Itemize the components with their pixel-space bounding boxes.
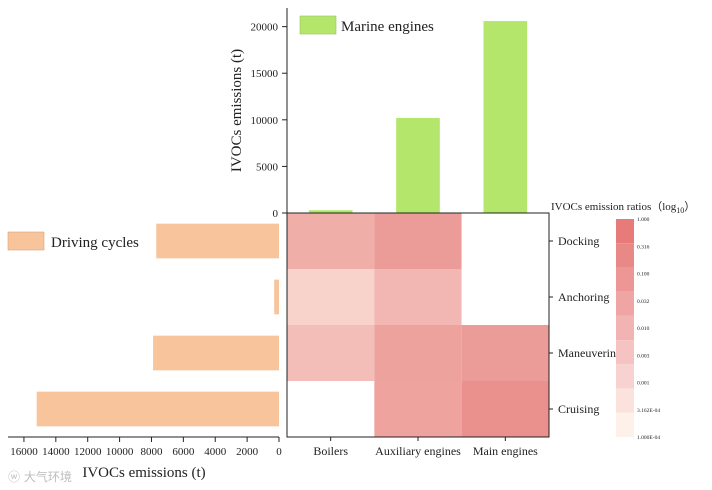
colorbar-tick-label-2: 0.100 xyxy=(637,272,650,278)
colorbar-block-8 xyxy=(616,412,634,437)
top-y-tick-label-4: 20000 xyxy=(251,22,279,34)
heat-y-label-1: Anchoring xyxy=(558,290,609,304)
left-x-tick-label-0: 16000 xyxy=(10,446,38,458)
heat-cell-r2-c2 xyxy=(374,269,462,325)
heat-y-label-0: Docking xyxy=(558,234,599,248)
heat-x-label-0: Boilers xyxy=(313,444,348,458)
heat-y-label-2: Maneuverin xyxy=(558,346,616,360)
colorbar-tick-label-3: 0.032 xyxy=(637,299,650,305)
driving-cycles-legend-swatch xyxy=(7,231,45,251)
heat-cell-r1-c1 xyxy=(287,213,375,269)
driving-cycles-legend-label: Driving cycles xyxy=(51,235,139,251)
colorbar-block-0 xyxy=(616,219,634,244)
colorbar-block-5 xyxy=(616,340,634,365)
left-x-tick-label-7: 2000 xyxy=(236,446,259,458)
left-x-tick-label-3: 10000 xyxy=(106,446,134,458)
colorbar-block-1 xyxy=(616,243,634,268)
colorbar-block-6 xyxy=(616,364,634,389)
cycle-bar-1 xyxy=(156,223,279,259)
colorbar-tick-label-6: 0.001 xyxy=(637,381,650,387)
heat-cell-r4-c3 xyxy=(461,381,549,437)
colorbar-title: IVOCs emission ratios（log10） xyxy=(551,200,695,215)
heat-cell-r3-c1 xyxy=(287,325,375,381)
cycle-bar-4 xyxy=(36,391,279,427)
heat-y-label-3: Cruising xyxy=(558,402,599,416)
driving-cycles-bar-chart: 16000 14000 12000 10000 8000 6000 4000 2000 0 IV… xyxy=(7,223,282,481)
colorbar-block-3 xyxy=(616,291,634,316)
top-y-tick-label-3: 15000 xyxy=(251,68,279,80)
heat-cell-r3-c3 xyxy=(461,325,549,381)
colorbar-block-2 xyxy=(616,267,634,292)
top-y-tick-label-1: 5000 xyxy=(256,161,279,173)
colorbar-tick-label-0: 1.000 xyxy=(637,217,650,223)
heat-cell-r2-c1 xyxy=(287,269,375,325)
colorbar-block-7 xyxy=(616,388,634,413)
left-x-axis-title: IVOCs emissions (t) xyxy=(82,465,205,481)
marine-engines-bar-chart: 0 5000 10000 15000 20000 IVOCs emissions (t)… xyxy=(229,8,528,220)
colorbar-tick-label-8: 1.000E-04 xyxy=(637,435,660,441)
heat-cell-r4-c2 xyxy=(374,381,462,437)
left-x-tick-label-4: 8000 xyxy=(140,446,163,458)
left-x-tick-label-1: 14000 xyxy=(42,446,70,458)
heat-cell-r2-c3 xyxy=(461,269,549,325)
heat-cell-r1-c2 xyxy=(374,213,462,269)
heat-cell-r3-c2 xyxy=(374,325,462,381)
top-y-tick-label-0: 0 xyxy=(273,208,279,220)
colorbar-tick-label-1: 0.316 xyxy=(637,244,650,250)
left-x-tick-label-6: 4000 xyxy=(204,446,227,458)
watermark: ⓦ 大气环境 xyxy=(8,470,72,484)
heat-cell-r4-c1 xyxy=(287,381,375,437)
cycle-bar-2 xyxy=(274,279,279,315)
heat-x-label-2: Main engines xyxy=(473,444,538,458)
colorbar-block-4 xyxy=(616,315,634,341)
colorbar-tick-label-4: 0.010 xyxy=(637,326,650,332)
left-x-tick-label-8: 0 xyxy=(276,446,282,458)
colorbar-tick-label-7: 3.162E-04 xyxy=(637,408,660,414)
cycle-bar-3 xyxy=(153,335,279,371)
emission-ratio-heatmap: Boilers Auxiliary engines Main engines Doc… xyxy=(286,212,616,458)
top-y-tick-label-2: 10000 xyxy=(251,115,279,127)
marine-engines-legend-label: Marine engines xyxy=(341,19,434,35)
colorbar-tick-label-5: 0.003 xyxy=(637,353,650,359)
marine-engines-legend-swatch xyxy=(299,15,337,35)
left-x-tick-label-5: 6000 xyxy=(172,446,195,458)
heat-cell-r1-c3 xyxy=(461,213,549,269)
top-y-axis-title: IVOCs emissions (t) xyxy=(229,49,245,172)
colorbar: IVOCs emission ratios（log10） 1.000 0.316 0… xyxy=(551,200,695,441)
left-x-tick-label-2: 12000 xyxy=(74,446,102,458)
heat-x-label-1: Auxiliary engines xyxy=(375,444,461,458)
marine-bar-1 xyxy=(308,210,353,213)
marine-bar-2 xyxy=(396,117,440,213)
marine-bar-3 xyxy=(483,21,528,213)
